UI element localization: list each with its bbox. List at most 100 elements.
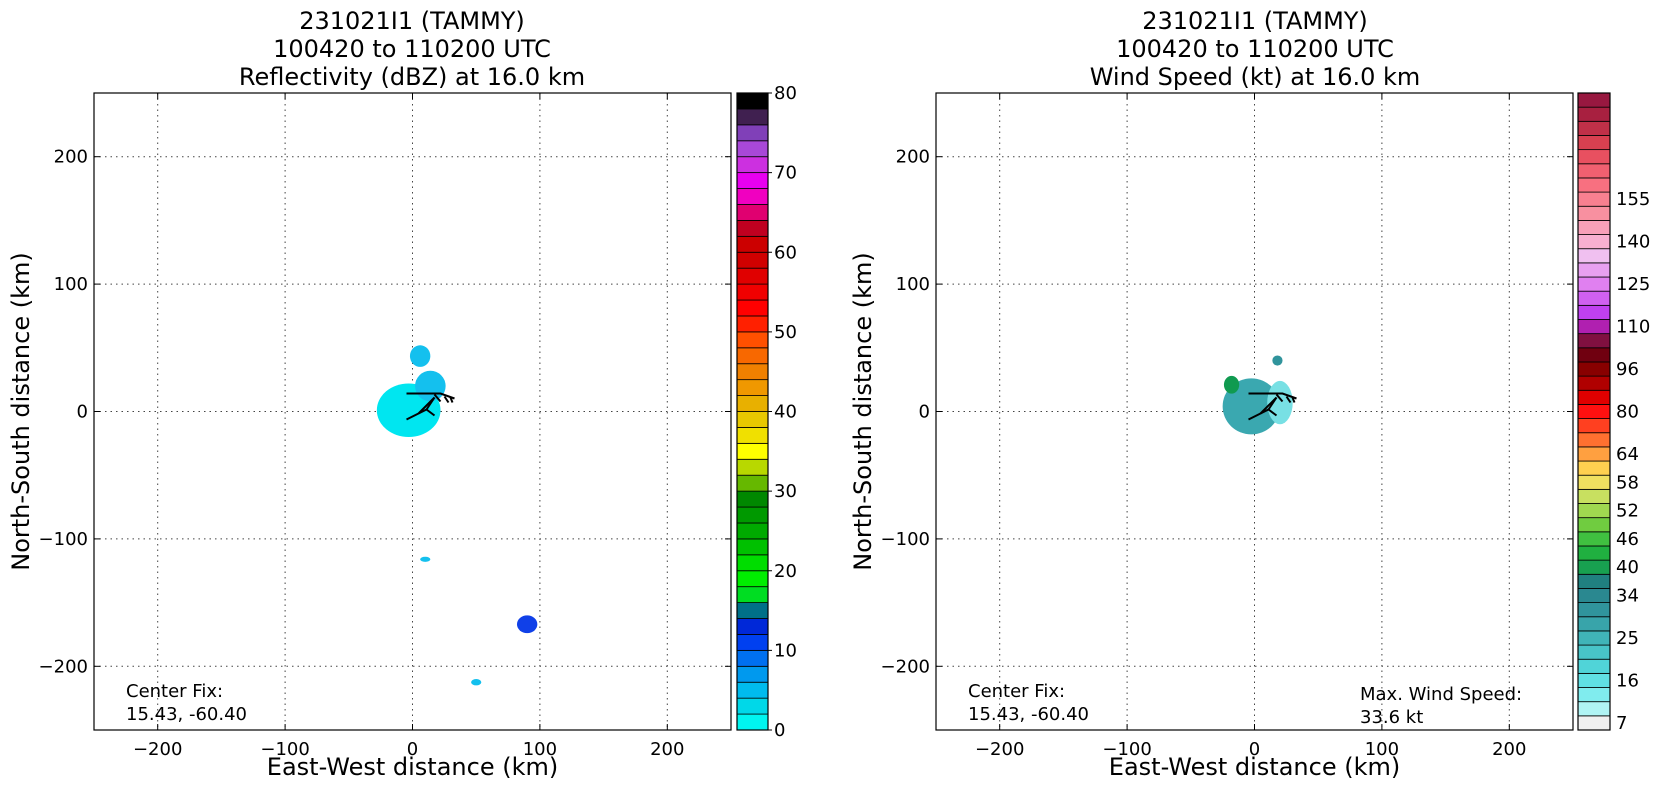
chart1-xtick-label-3: 100: [523, 739, 557, 760]
chart1-feature-echo-cluster-north: [409, 345, 431, 367]
chart2-ytick-label-0: −200: [881, 656, 930, 677]
chart2-colorbar-swatch-20: [1577, 432, 1611, 448]
chart1-colorbar-swatch-38: [736, 108, 769, 126]
chart2-xtick-label-2: 0: [1249, 739, 1260, 760]
chart1-feature-central-echo-upper: [415, 370, 446, 402]
chart2-ytick-label-1: −100: [881, 529, 930, 550]
chart2-colorbar-label-7: 58: [1616, 472, 1639, 493]
chart2-colorbar-swatch-13: [1577, 531, 1611, 547]
chart2-colorbar-label-2: 25: [1616, 628, 1639, 649]
chart1-colorbar-swatch-30: [736, 235, 769, 253]
chart2-colorbar-label-8: 64: [1616, 444, 1639, 465]
chart2-colorbar-swatch-2: [1577, 687, 1611, 703]
chart2-colorbar-swatch-0: [1577, 715, 1611, 731]
chart2-colorbar-swatch-17: [1577, 474, 1611, 490]
chart1-wind-barb: [406, 392, 455, 421]
chart1-colorbar-swatch-16: [736, 458, 769, 476]
chart2-colorbar-swatch-9: [1577, 588, 1611, 604]
chart2-colorbar-swatch-6: [1577, 630, 1611, 646]
chart2-colorbar-frame: [1577, 92, 1611, 731]
chart2-ytick-label-2: 0: [919, 402, 930, 423]
chart2-colorbar-swatch-43: [1577, 106, 1611, 122]
chart1-colorbar-swatch-11: [736, 538, 769, 556]
chart2-colorbar: 7 16 25 34 40 46 52 58 64 80 96 110 125 140 155: [1577, 92, 1650, 734]
chart2-title-line-2: 100420 to 110200 UTC: [1116, 35, 1394, 63]
chart1-xtick-label-0: −200: [133, 739, 182, 760]
chart2-colorbar-swatch-34: [1577, 234, 1611, 250]
chart1-colorbar-swatch-13: [736, 506, 769, 524]
chart1-colorbar-swatch-36: [736, 140, 769, 158]
chart2-colorbar-swatch-33: [1577, 248, 1611, 264]
chart1-title-line-2: 100420 to 110200 UTC: [273, 35, 551, 63]
chart2-xtick-label-0: −200: [975, 739, 1024, 760]
chart1-ytick-label-2: 0: [77, 402, 88, 423]
chart1-colorbar-swatch-35: [736, 156, 769, 174]
chart2-wind-barb-shaft-upper: [1248, 392, 1297, 400]
chart1-center-fix-line-1: Center Fix:: [126, 681, 223, 702]
chart2-colorbar-swatch-28: [1577, 319, 1611, 335]
chart1-colorbar-swatch-5: [736, 634, 769, 651]
chart1-ytick-label-3: 100: [54, 274, 88, 295]
chart1-colorbar-swatch-4: [736, 649, 769, 667]
chart2-center-fix-line-2: 15.43, -60.40: [968, 704, 1089, 725]
chart2-ylabel: North-South distance (km): [849, 252, 877, 571]
chart1-colorbar-swatch-39: [736, 92, 769, 110]
chart1-colorbar-swatch-14: [736, 490, 769, 508]
chart2-max-wind-line-1: Max. Wind Speed:: [1360, 684, 1522, 705]
chart2-colorbar-swatch-32: [1577, 262, 1611, 278]
chart2-colorbar-swatch-12: [1577, 545, 1611, 561]
chart1-colorbar-label-2: 20: [774, 561, 797, 582]
chart1-feature-echo-speck-far-south: [471, 679, 482, 686]
chart1-colorbar-swatch-8: [736, 586, 769, 603]
chart2-colorbar-swatch-36: [1577, 205, 1611, 221]
chart2-colorbar-swatch-41: [1577, 135, 1611, 151]
chart1-colorbar-swatch-21: [736, 379, 769, 396]
chart2-colorbar-swatch-15: [1577, 503, 1611, 519]
chart2-colorbar-swatch-14: [1577, 517, 1611, 533]
chart1-feature-echo-speck-south: [420, 556, 431, 562]
chart2-colorbar-swatch-37: [1577, 191, 1611, 207]
chart2-colorbar-swatch-38: [1577, 177, 1611, 193]
chart2-wind-barb: [1248, 392, 1297, 421]
chart1-wind-barb-tail: [417, 396, 436, 417]
chart2-xtick-label-4: 200: [1492, 739, 1526, 760]
chart2-panel: 231021I1 (TAMMY)100420 to 110200 UTCWind…: [849, 7, 1650, 781]
chart1-colorbar-swatch-24: [736, 331, 769, 349]
chart1-ylabel: North-South distance (km): [7, 252, 35, 571]
chart1-xlabel: East-West distance (km): [267, 753, 558, 781]
chart2-colorbar-swatch-29: [1577, 304, 1611, 320]
chart1-colorbar-swatch-27: [736, 283, 769, 301]
chart2-colorbar-swatch-44: [1577, 92, 1611, 108]
chart2-wind-barb-tail: [1259, 396, 1278, 417]
chart2-colorbar-label-10: 96: [1616, 359, 1639, 380]
chart2-colorbar-swatch-23: [1577, 389, 1611, 405]
chart1-colorbar-swatch-6: [736, 618, 769, 635]
chart1-xtick-label-2: 0: [407, 739, 418, 760]
chart1-colorbar-swatch-25: [736, 315, 769, 333]
chart2-colorbar-label-14: 155: [1616, 189, 1650, 210]
chart1-colorbar-label-3: 30: [774, 481, 797, 502]
chart2-colorbar-swatch-8: [1577, 602, 1611, 618]
chart2-colorbar-swatch-35: [1577, 219, 1611, 235]
chart1-wind-barb-flags: [433, 393, 454, 404]
chart1-colorbar-label-6: 60: [774, 242, 797, 263]
chart2-title-line-1: 231021I1 (TAMMY): [1142, 7, 1368, 35]
chart1-colorbar-swatch-19: [736, 411, 769, 428]
chart2-colorbar-label-4: 40: [1616, 557, 1639, 578]
chart1-colorbar-swatch-37: [736, 124, 769, 142]
chart1-panel: 231021I1 (TAMMY)100420 to 110200 UTCRefl…: [7, 7, 797, 781]
chart2-colorbar-swatch-3: [1577, 672, 1611, 688]
chart1-colorbar-swatch-7: [736, 602, 769, 619]
chart1-wind-barb-shaft-upper: [406, 392, 455, 400]
chart1-colorbar-swatch-0: [736, 713, 769, 731]
chart1-colorbar-label-5: 50: [774, 322, 797, 343]
chart2-colorbar-swatch-31: [1577, 276, 1611, 292]
chart1-colorbar-label-8: 80: [774, 83, 797, 104]
chart1-colorbar: 0 10 20 30 40 50 60 70 80: [736, 83, 797, 741]
chart2-colorbar-label-5: 46: [1616, 529, 1639, 550]
chart2-xlabel: East-West distance (km): [1109, 753, 1400, 781]
chart2-colorbar-label-11: 110: [1616, 317, 1650, 338]
chart2-colorbar-swatch-42: [1577, 120, 1611, 136]
chart1-colorbar-swatch-26: [736, 299, 769, 317]
